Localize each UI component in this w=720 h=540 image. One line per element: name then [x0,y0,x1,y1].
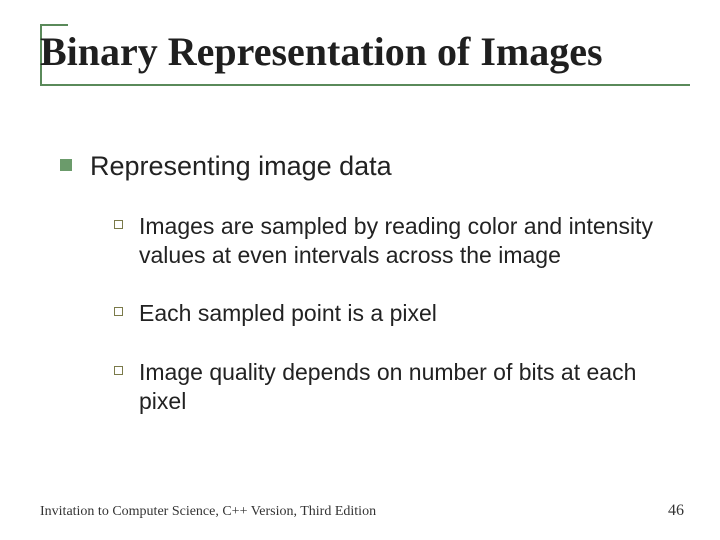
footer-text: Invitation to Computer Science, C++ Vers… [40,504,376,520]
title-underline [40,84,690,86]
slide-body: Representing image data Images are sampl… [60,150,670,446]
bullet-level1-text: Representing image data [90,150,392,184]
bullet-level2: Each sampled point is a pixel [114,299,670,328]
slide: Binary Representation of Images Represen… [0,0,720,540]
bullet-level1: Representing image data [60,150,670,184]
slide-title: Binary Representation of Images [40,30,680,80]
bullet-level2-text: Image quality depends on number of bits … [139,358,670,416]
hollow-square-bullet-icon [114,366,123,375]
bullet-level2: Image quality depends on number of bits … [114,358,670,416]
square-bullet-icon [60,159,72,171]
bullet-level2-text: Each sampled point is a pixel [139,299,437,328]
bullet-level2: Images are sampled by reading color and … [114,212,670,270]
sub-bullet-list: Images are sampled by reading color and … [114,212,670,416]
hollow-square-bullet-icon [114,220,123,229]
hollow-square-bullet-icon [114,307,123,316]
bullet-level2-text: Images are sampled by reading color and … [139,212,670,270]
title-accent-top [40,24,68,26]
page-number: 46 [668,502,684,520]
title-wrap: Binary Representation of Images [40,30,680,80]
